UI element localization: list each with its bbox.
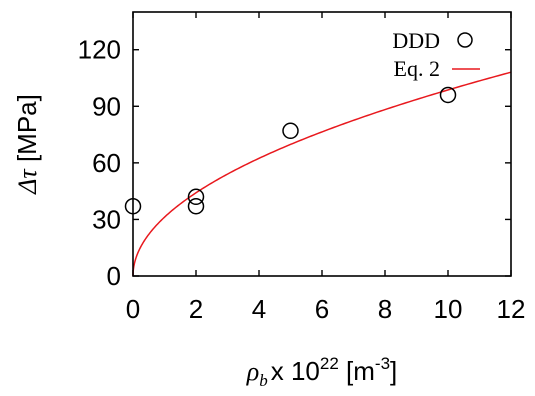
series-line-eq2: [132, 71, 512, 277]
legend-label-eq2: Eq. 2: [394, 56, 440, 81]
data-point-ddd: [187, 197, 205, 215]
x-tick-label: 6: [315, 294, 329, 324]
x-axis-unit-close: ]: [390, 356, 397, 386]
y-axis-symbol: Δτ: [13, 168, 42, 195]
x-tick-label: 10: [434, 294, 463, 324]
data-point-ddd: [439, 86, 457, 104]
x-axis-unit-open: [m: [339, 356, 375, 386]
x-axis-unit-exponent: -3: [375, 354, 390, 373]
data-point-ddd: [187, 188, 205, 206]
y-tick-label: 30: [92, 204, 121, 234]
x-tick-label: 2: [189, 294, 203, 324]
plot-frame: [132, 11, 512, 277]
legend-marker-ddd: [457, 32, 473, 48]
data-point-ddd: [282, 122, 299, 140]
legend: DDD Eq. 2: [392, 28, 480, 81]
curve-layer: [132, 71, 512, 277]
x-axis-symbol: ρ: [246, 357, 259, 386]
x-tick-label: 8: [378, 294, 392, 324]
y-tick-label: 90: [92, 91, 121, 121]
x-axis-subscript: b: [259, 371, 268, 390]
y-axis-unit: [MPa]: [12, 94, 42, 169]
y-axis-label: Δτ [MPa]: [12, 94, 42, 195]
x-tick-label: 0: [126, 294, 140, 324]
y-tick-label: 60: [92, 148, 121, 178]
x-tick-label: 12: [497, 294, 526, 324]
x-tick-label: 4: [252, 294, 266, 324]
y-tick-label: 120: [78, 35, 121, 65]
x-axis-exponent: 22: [320, 354, 339, 373]
points-layer: [124, 86, 457, 215]
x-axis-label: ρb x 1022 [m-3]: [246, 354, 398, 390]
y-tick-label: 0: [107, 261, 121, 291]
legend-label-ddd: DDD: [392, 28, 440, 53]
x-axis-multiplier: x 10: [271, 356, 320, 386]
